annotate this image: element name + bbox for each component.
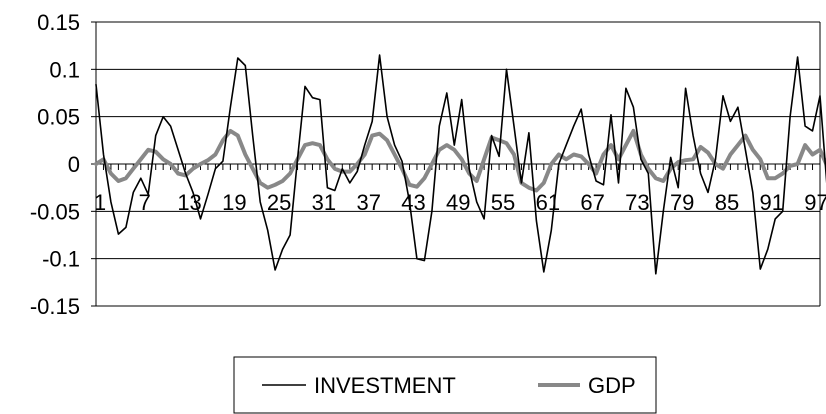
legend: INVESTMENT GDP: [233, 356, 657, 414]
legend-label-investment: INVESTMENT: [314, 373, 456, 398]
x-tick-label: 25: [267, 190, 291, 215]
y-tick-label: -0.05: [30, 199, 80, 224]
x-tick-label: 79: [670, 190, 694, 215]
x-tick-label: 67: [580, 190, 604, 215]
x-tick-label: 19: [222, 190, 246, 215]
y-tick-label: 0.15: [37, 10, 80, 35]
legend-label-gdp: GDP: [588, 373, 636, 398]
y-tick-label: 0.1: [49, 57, 80, 82]
x-tick-label: 73: [625, 190, 649, 215]
x-tick-label: 55: [491, 190, 515, 215]
x-tick-label: 91: [760, 190, 784, 215]
y-tick-label: 0: [68, 152, 80, 177]
y-tick-label: -0.1: [42, 247, 80, 272]
series-line-investment: [95, 54, 826, 275]
x-tick-label: 61: [536, 190, 560, 215]
x-tick-label: 43: [401, 190, 425, 215]
x-axis-tick-labels: 1 7 13 19 25 31 37 43 49 55 61 67 73 79 85 91 97: [94, 190, 826, 215]
x-tick-label: 1: [94, 190, 106, 215]
y-axis-tick-labels: 0.15 0.1 0.05 0 -0.05 -0.1 -0.15: [30, 10, 80, 319]
y-tick-label: 0.05: [37, 105, 80, 130]
x-tick-label: 49: [446, 190, 470, 215]
x-tick-label: 37: [356, 190, 380, 215]
x-tick-label: 7: [139, 190, 151, 215]
x-tick-label: 31: [312, 190, 336, 215]
series-line-gdp: [94, 128, 826, 193]
y-tick-label: -0.15: [30, 294, 80, 319]
x-tick-label: 97: [804, 190, 826, 215]
series-layer: [94, 54, 826, 275]
x-tick-label: 85: [715, 190, 739, 215]
